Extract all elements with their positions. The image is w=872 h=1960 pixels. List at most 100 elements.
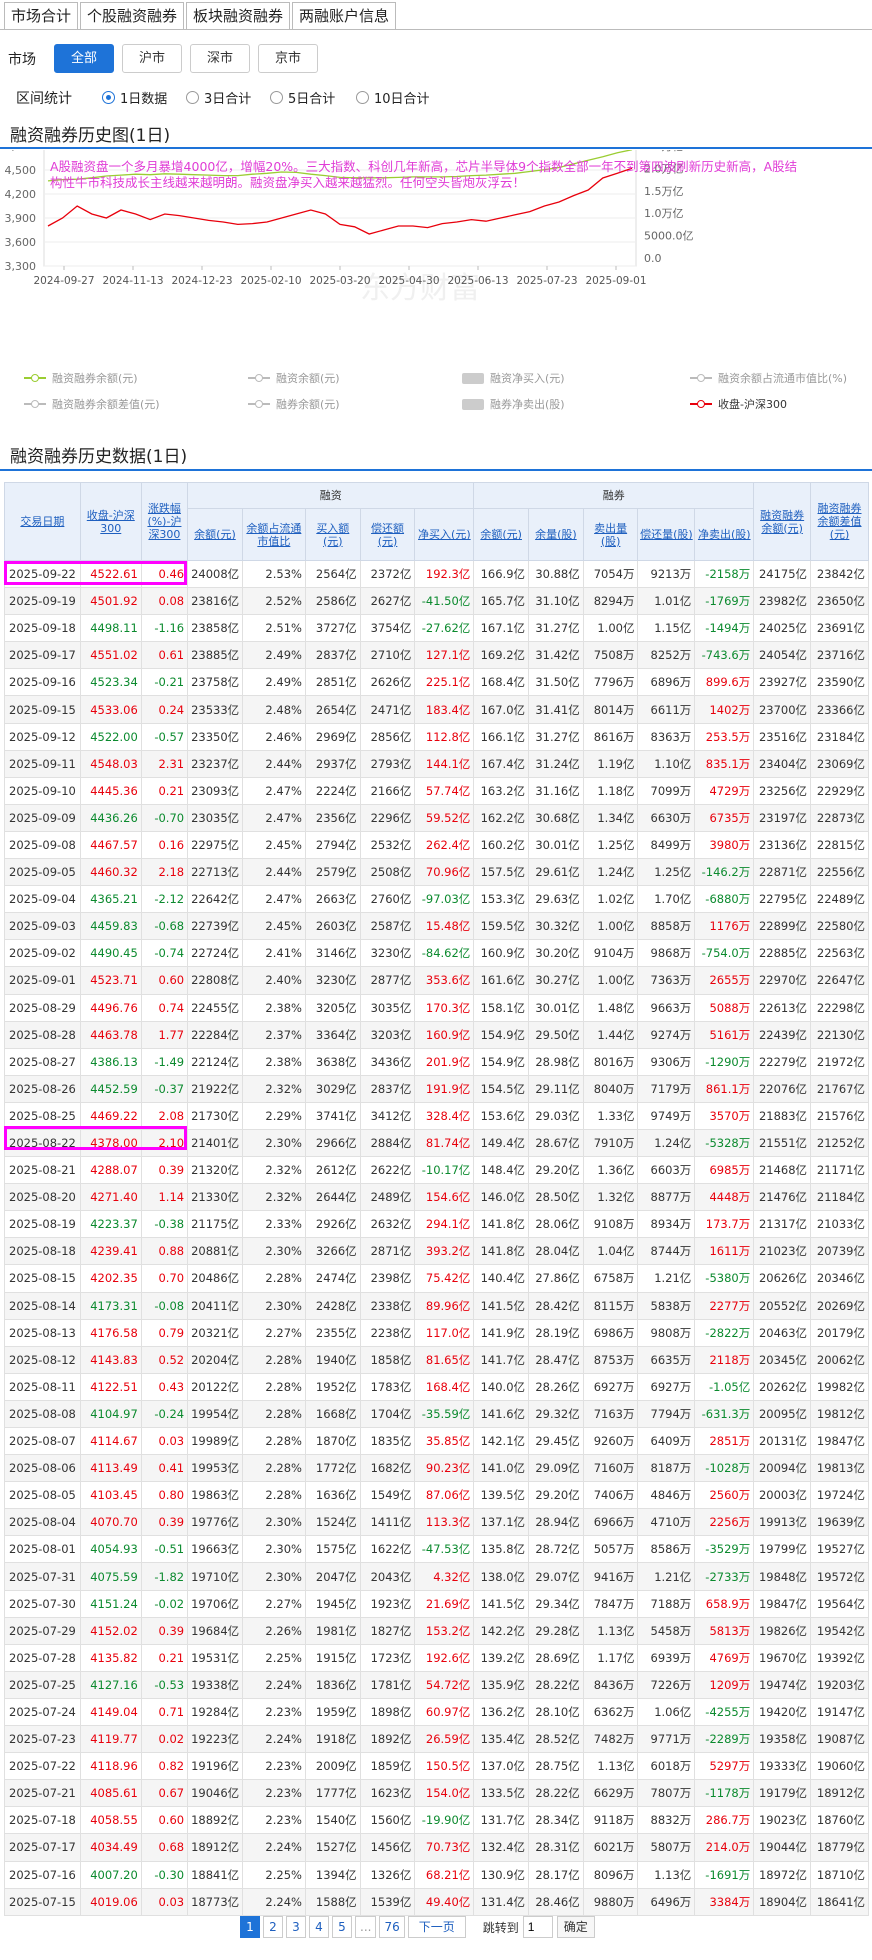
cell-6: 2877亿 [359, 966, 416, 995]
cell-11: 6635万 [637, 1345, 696, 1374]
page-5[interactable]: 5 [332, 1916, 352, 1938]
cell-8: 154.9亿 [473, 1047, 530, 1076]
cell-14: 23184亿 [810, 722, 869, 751]
radio-10day[interactable]: 10日合计 [356, 88, 430, 107]
cell-7: 4.32亿 [414, 1562, 475, 1591]
col-fin-net-buy[interactable]: 净买入(元) [414, 508, 475, 561]
cell-6: 2532亿 [359, 830, 416, 860]
col-hs300-change[interactable]: 涨跌幅(%)-沪深300 [140, 482, 189, 561]
col-date[interactable]: 交易日期 [4, 482, 81, 561]
radio-3day[interactable]: 3日合计 [186, 88, 251, 107]
cell-3: 23885亿 [187, 641, 243, 670]
legend-financing-balance[interactable]: 融资余额(元) [248, 370, 340, 386]
cell-6: 2471亿 [359, 695, 416, 724]
cell-3: 23237亿 [187, 749, 243, 778]
cell-3: 22642亿 [187, 885, 243, 914]
cell-0: 2025-07-18 [4, 1806, 81, 1835]
page-3[interactable]: 3 [286, 1916, 306, 1938]
page-76[interactable]: 76 [379, 1916, 405, 1938]
market-btn-all[interactable]: 全部 [54, 44, 114, 73]
cell-10: 8616万 [582, 722, 639, 751]
page-ellipsis: ... [355, 1916, 377, 1938]
market-btn-sh[interactable]: 沪市 [122, 44, 182, 73]
table-row: 2025-09-17 4551.02 0.61 23885亿 2.49% 2837亿 271… [4, 641, 869, 670]
cell-1: 4019.06 [79, 1887, 142, 1916]
radio-5day[interactable]: 5日合计 [270, 88, 335, 107]
cell-2: 0.46 [140, 559, 189, 589]
cell-9: 28.52亿 [528, 1725, 584, 1754]
col-lend-balance[interactable]: 余额(元) [473, 508, 530, 561]
page-4[interactable]: 4 [309, 1916, 329, 1938]
cell-14: 19392亿 [810, 1643, 869, 1672]
cell-9: 30.27亿 [528, 966, 584, 995]
cell-8: 166.1亿 [473, 722, 530, 751]
col-fin-balance[interactable]: 余额(元) [187, 508, 243, 561]
cell-3: 22124亿 [187, 1047, 243, 1076]
table-row: 2025-08-04 4070.70 0.39 19776亿 2.30% 1524亿 141… [4, 1508, 869, 1537]
radio-1day[interactable]: 1日数据 [102, 88, 167, 107]
jump-page-input[interactable] [522, 1916, 553, 1938]
cell-8: 133.5亿 [473, 1779, 530, 1808]
cell-6: 2760亿 [359, 885, 416, 914]
legend-margin-diff[interactable]: 融资融券余额差值(元) [24, 396, 160, 412]
cell-8: 135.4亿 [473, 1725, 530, 1754]
col-lend-volume[interactable]: 余量(股) [528, 508, 584, 561]
cell-14: 23691亿 [810, 614, 869, 643]
cell-12: -2158万 [694, 559, 755, 589]
cell-6: 2856亿 [359, 722, 416, 751]
y-left-tick-label: 3,900 [5, 212, 37, 225]
cell-7: 35.85亿 [414, 1426, 475, 1456]
legend-lending-balance[interactable]: 融券余额(元) [248, 396, 340, 412]
cell-13: 21023亿 [753, 1237, 812, 1266]
cell-13: 18904亿 [753, 1887, 812, 1916]
col-margin-total[interactable]: 融资融券余额(元) [753, 482, 812, 561]
legend-balance-ratio[interactable]: 融资余额占流通市值比(%) [690, 370, 847, 386]
cell-1: 4501.92 [79, 587, 142, 616]
col-lend-repay[interactable]: 偿还量(股) [637, 508, 696, 561]
next-page-button[interactable]: 下一页 [407, 1916, 466, 1938]
legend-margin-total[interactable]: 融资融券余额(元) [24, 370, 138, 386]
legend-swatch [690, 374, 712, 382]
col-lend-sell[interactable]: 卖出量(股) [582, 508, 639, 561]
table-row: 2025-07-21 4085.61 0.67 19046亿 2.23% 1777亿 162… [4, 1779, 869, 1808]
cell-12: -631.3万 [694, 1399, 755, 1429]
cell-0: 2025-08-01 [4, 1535, 81, 1564]
tab-account-info[interactable]: 两融账户信息 [292, 2, 397, 30]
cell-3: 19046亿 [187, 1779, 243, 1808]
legend-hs300-close[interactable]: 收盘-沪深300 [690, 396, 787, 412]
cell-8: 161.6亿 [473, 966, 530, 995]
cell-10: 7508万 [582, 641, 639, 670]
legend-net-sell[interactable]: 融券净卖出(股) [462, 396, 565, 412]
col-hs300-close[interactable]: 收盘-沪深300 [79, 482, 142, 561]
page-2[interactable]: 2 [263, 1916, 283, 1938]
cell-14: 21252亿 [810, 1128, 869, 1158]
tab-sector-margin[interactable]: 板块融资融券 [186, 2, 291, 30]
col-fin-repay[interactable]: 偿还额(元) [359, 508, 416, 561]
cell-5: 2644亿 [304, 1183, 361, 1212]
market-btn-bj[interactable]: 京市 [258, 44, 318, 73]
cell-7: -10.17亿 [414, 1156, 475, 1185]
cell-13: 19333亿 [753, 1752, 812, 1781]
col-lend-net-sell[interactable]: 净卖出(股) [694, 508, 755, 561]
tab-stock-margin[interactable]: 个股融资融券 [80, 2, 185, 30]
col-fin-buy[interactable]: 买入额(元) [304, 508, 361, 561]
page-1[interactable]: 1 [240, 1916, 260, 1938]
market-btn-sz[interactable]: 深市 [190, 44, 250, 73]
table-row: 2025-09-04 4365.21 -2.12 22642亿 2.47% 2663亿 27… [4, 885, 869, 914]
cell-1: 4127.16 [79, 1670, 142, 1699]
legend-net-buy[interactable]: 融资净买入(元) [462, 370, 565, 386]
cell-9: 31.42亿 [528, 641, 584, 670]
cell-10: 1.33亿 [582, 1101, 639, 1130]
col-fin-ratio[interactable]: 余额占流通市值比 [241, 508, 306, 561]
tab-market-total[interactable]: 市场合计 [4, 2, 79, 30]
y-right-tick-label: 2.0万亿 [644, 162, 684, 175]
cell-1: 4113.49 [79, 1454, 142, 1483]
cell-5: 2969亿 [304, 722, 361, 751]
cell-1: 4386.13 [79, 1047, 142, 1076]
cell-10: 1.34亿 [582, 803, 639, 832]
col-margin-diff[interactable]: 融资融券余额差值(元) [810, 482, 869, 561]
cell-14: 19572亿 [810, 1562, 869, 1591]
go-button[interactable]: 确定 [556, 1916, 595, 1938]
cell-4: 2.40% [241, 966, 306, 995]
cell-12: -1494万 [694, 614, 755, 643]
